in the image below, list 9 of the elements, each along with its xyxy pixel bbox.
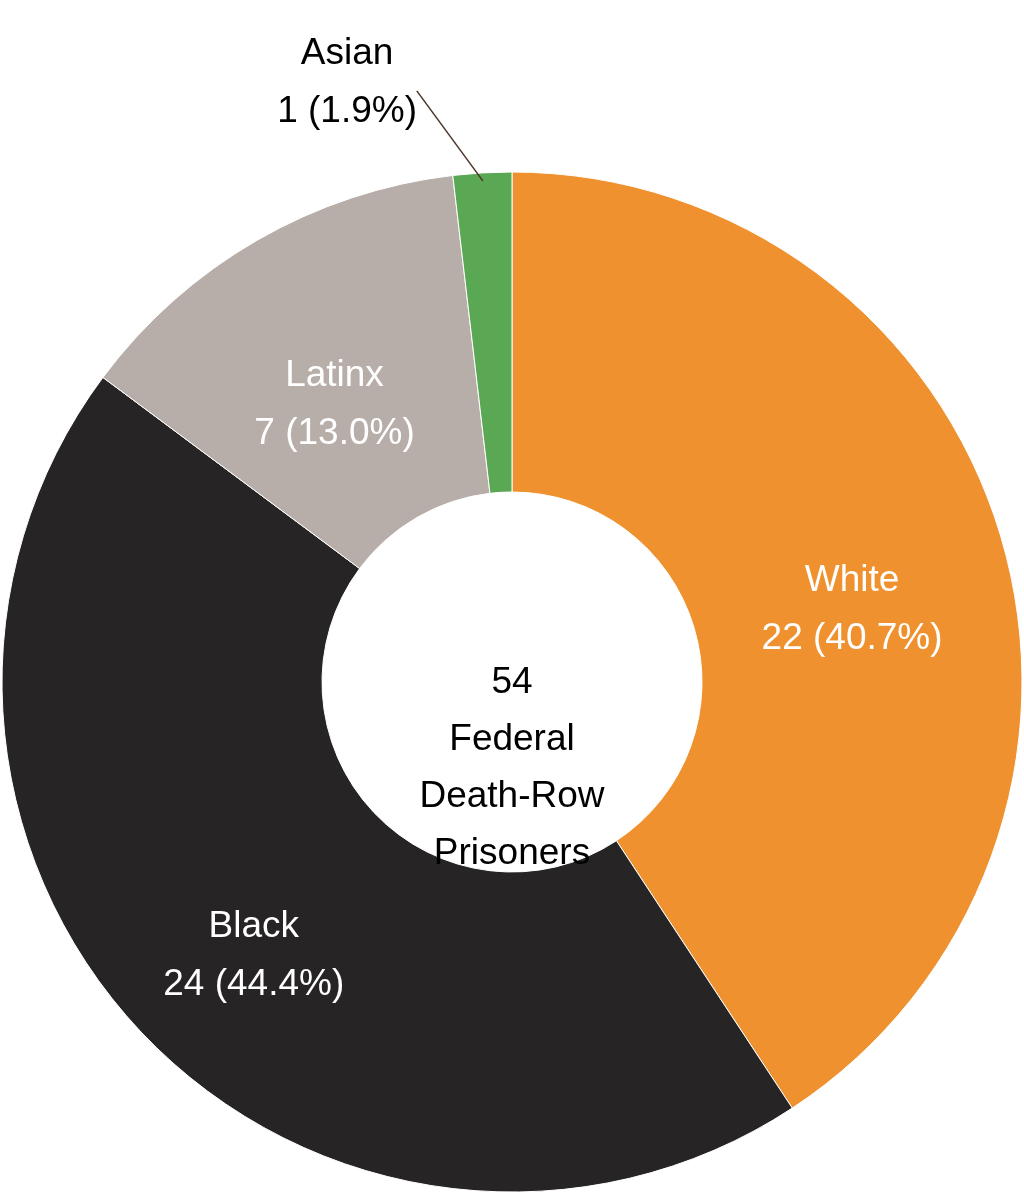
data-label: 7 (13.0%): [254, 410, 415, 452]
slice-label: Black: [208, 903, 300, 945]
data-label: 22 (40.7%): [761, 616, 943, 658]
slice-label: Asian: [300, 30, 394, 72]
data-label: 1 (1.9%): [277, 88, 418, 130]
text: 54 Federal Death-Row Prisoners: [419, 660, 605, 872]
slice-label: Latinx: [285, 352, 385, 394]
data-label: 24 (44.4%): [163, 961, 345, 1003]
slice-label: White: [804, 558, 900, 600]
